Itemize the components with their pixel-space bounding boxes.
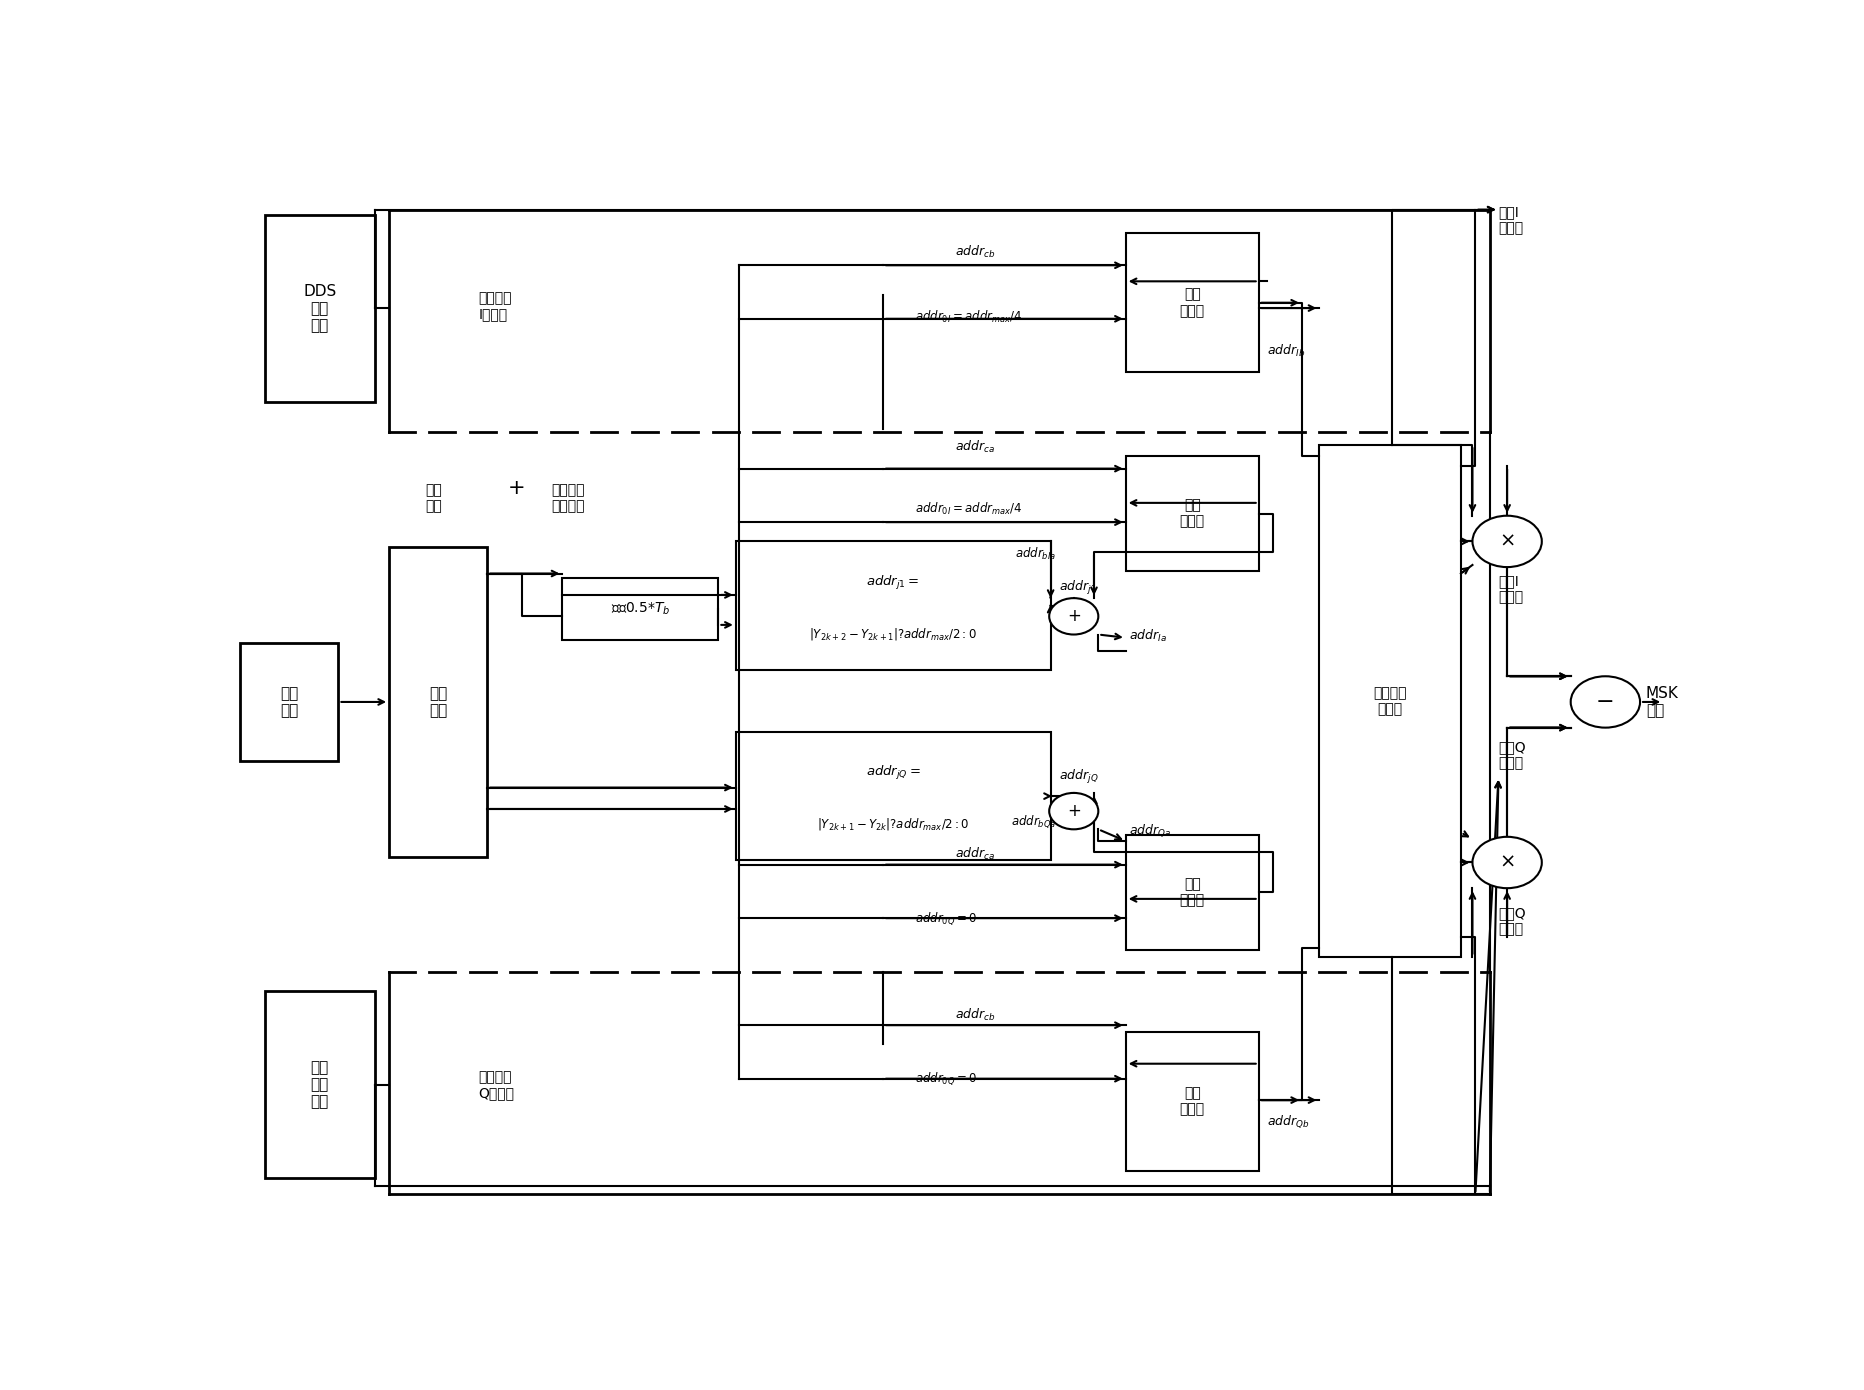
- Text: 输入
序列: 输入 序列: [280, 685, 298, 719]
- Text: 载波Q
路信号: 载波Q 路信号: [1499, 741, 1527, 770]
- Text: ×: ×: [1499, 532, 1515, 550]
- Text: 相位
累加器: 相位 累加器: [1180, 499, 1204, 528]
- Text: 信号基带
正交合成: 信号基带 正交合成: [552, 484, 583, 514]
- Text: 相位
累加器: 相位 累加器: [1180, 1086, 1204, 1116]
- Circle shape: [1473, 837, 1542, 888]
- Bar: [240, 644, 339, 760]
- Text: $addr_{ca}$: $addr_{ca}$: [956, 439, 995, 456]
- Text: −: −: [1596, 692, 1614, 712]
- Text: $addr_{ca}$: $addr_{ca}$: [956, 847, 995, 862]
- Text: 串并
转换: 串并 转换: [429, 685, 447, 719]
- Text: 信号载波
I路合成: 信号载波 I路合成: [479, 291, 513, 321]
- Bar: [1126, 234, 1258, 373]
- Text: $addr_{cb}$: $addr_{cb}$: [956, 1006, 995, 1023]
- Text: $|Y_{2k+1}-Y_{2k}|?addr_{max}/2:0$: $|Y_{2k+1}-Y_{2k}|?addr_{max}/2:0$: [816, 816, 969, 833]
- Bar: [265, 215, 375, 402]
- Text: 三角函数
数值表: 三角函数 数值表: [1374, 685, 1407, 716]
- Text: 载波I
路信号: 载波I 路信号: [1499, 206, 1523, 235]
- Text: $addr_{0I}=addr_{max}/4$: $addr_{0I}=addr_{max}/4$: [915, 309, 1021, 325]
- Text: +: +: [507, 478, 526, 498]
- Bar: [736, 541, 1051, 670]
- Bar: [1126, 1031, 1258, 1170]
- Bar: [1320, 445, 1461, 956]
- Text: ×: ×: [1499, 853, 1515, 872]
- Text: $addr_{bQa}$: $addr_{bQa}$: [1012, 813, 1057, 830]
- Text: 延时0.5*$T_b$: 延时0.5*$T_b$: [611, 600, 669, 617]
- Text: $addr_{jQ}=$: $addr_{jQ}=$: [865, 765, 921, 783]
- Bar: [563, 578, 718, 639]
- Text: 差分
编码: 差分 编码: [425, 484, 442, 514]
- Text: $addr_{0Q}=0$: $addr_{0Q}=0$: [915, 1070, 977, 1087]
- Circle shape: [1473, 516, 1542, 567]
- Text: $addr_{Qb}$: $addr_{Qb}$: [1268, 1113, 1310, 1130]
- Text: $addr_{j1}$: $addr_{j1}$: [1059, 580, 1098, 598]
- Text: +: +: [1066, 802, 1081, 820]
- Bar: [1126, 834, 1258, 951]
- Text: $addr_{0Q}=0$: $addr_{0Q}=0$: [915, 910, 977, 927]
- Text: +: +: [1066, 607, 1081, 626]
- Text: $addr_{Ia}$: $addr_{Ia}$: [1130, 627, 1167, 644]
- Text: $addr_{Qa}$: $addr_{Qa}$: [1130, 821, 1171, 838]
- Text: $addr_{0I}=addr_{max}/4$: $addr_{0I}=addr_{max}/4$: [915, 502, 1021, 517]
- Circle shape: [1049, 792, 1098, 830]
- Text: $addr_{bIa}$: $addr_{bIa}$: [1016, 546, 1057, 563]
- Text: $addr_{j1}=$: $addr_{j1}=$: [867, 574, 921, 592]
- Bar: [1126, 456, 1258, 571]
- Bar: [390, 546, 487, 858]
- Text: $addr_{cb}$: $addr_{cb}$: [956, 245, 995, 260]
- Text: 相位
累加器: 相位 累加器: [1180, 288, 1204, 318]
- Text: 基带Q
路信号: 基带Q 路信号: [1499, 906, 1527, 937]
- Text: 数据
时钟
驱动: 数据 时钟 驱动: [311, 1059, 328, 1109]
- Text: 信号载波
Q路合成: 信号载波 Q路合成: [479, 1070, 514, 1101]
- Circle shape: [1571, 677, 1640, 727]
- Bar: [265, 991, 375, 1179]
- Bar: [736, 733, 1051, 860]
- Text: DDS
时钟
驱动: DDS 时钟 驱动: [304, 284, 336, 334]
- Text: 基带I
路信号: 基带I 路信号: [1499, 574, 1523, 605]
- Text: $|Y_{2k+2}-Y_{2k+1}|?addr_{max}/2:0$: $|Y_{2k+2}-Y_{2k+1}|?addr_{max}/2:0$: [809, 626, 977, 642]
- Text: $addr_{jQ}$: $addr_{jQ}$: [1059, 767, 1100, 785]
- Text: MSK
信号: MSK 信号: [1646, 685, 1679, 719]
- Text: $addr_{Ib}$: $addr_{Ib}$: [1268, 343, 1305, 359]
- Text: 相位
累加器: 相位 累加器: [1180, 877, 1204, 908]
- Circle shape: [1049, 598, 1098, 634]
